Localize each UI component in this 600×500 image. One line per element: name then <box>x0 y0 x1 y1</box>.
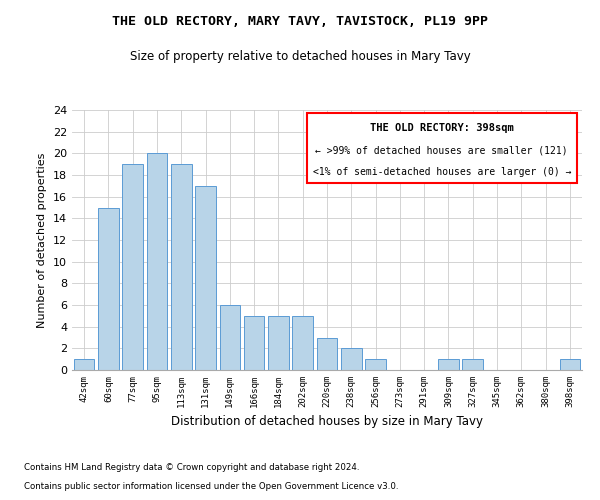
Bar <box>560 359 580 370</box>
Y-axis label: Number of detached properties: Number of detached properties <box>37 152 47 328</box>
Text: Size of property relative to detached houses in Mary Tavy: Size of property relative to detached ho… <box>130 50 470 63</box>
Text: <1% of semi-detached houses are larger (0) →: <1% of semi-detached houses are larger (… <box>313 166 571 176</box>
Bar <box>365 359 386 370</box>
Text: ← >99% of detached houses are smaller (121): ← >99% of detached houses are smaller (1… <box>316 146 568 156</box>
Bar <box>307 112 577 183</box>
Bar <box>220 305 240 370</box>
Bar <box>268 316 289 370</box>
Bar <box>341 348 362 370</box>
Bar <box>463 359 483 370</box>
Bar <box>98 208 119 370</box>
Bar <box>122 164 143 370</box>
Bar <box>146 154 167 370</box>
Bar <box>317 338 337 370</box>
X-axis label: Distribution of detached houses by size in Mary Tavy: Distribution of detached houses by size … <box>171 416 483 428</box>
Bar <box>171 164 191 370</box>
Bar <box>438 359 459 370</box>
Text: THE OLD RECTORY: 398sqm: THE OLD RECTORY: 398sqm <box>370 123 514 133</box>
Bar <box>74 359 94 370</box>
Bar <box>244 316 265 370</box>
Text: Contains public sector information licensed under the Open Government Licence v3: Contains public sector information licen… <box>24 482 398 491</box>
Bar <box>292 316 313 370</box>
Text: THE OLD RECTORY, MARY TAVY, TAVISTOCK, PL19 9PP: THE OLD RECTORY, MARY TAVY, TAVISTOCK, P… <box>112 15 488 28</box>
Bar <box>195 186 216 370</box>
Text: Contains HM Land Registry data © Crown copyright and database right 2024.: Contains HM Land Registry data © Crown c… <box>24 464 359 472</box>
